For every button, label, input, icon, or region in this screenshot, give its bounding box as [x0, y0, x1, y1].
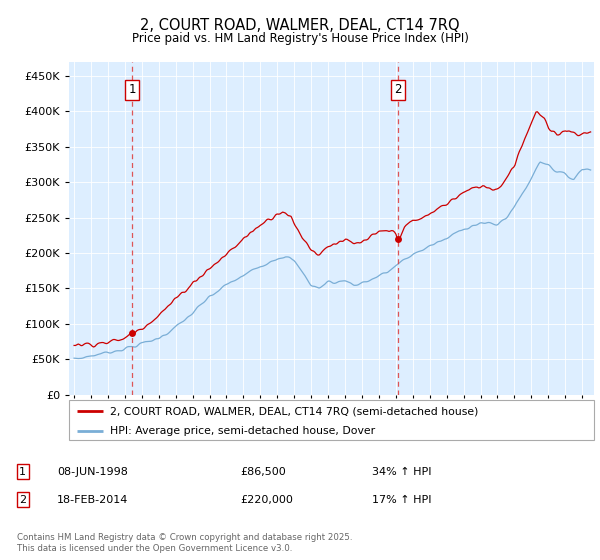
Text: £86,500: £86,500 [240, 466, 286, 477]
Text: 1: 1 [19, 466, 26, 477]
Text: 1: 1 [128, 83, 136, 96]
Text: 2: 2 [19, 494, 26, 505]
Text: £220,000: £220,000 [240, 494, 293, 505]
Text: 18-FEB-2014: 18-FEB-2014 [57, 494, 128, 505]
Text: 17% ↑ HPI: 17% ↑ HPI [372, 494, 431, 505]
Text: 2, COURT ROAD, WALMER, DEAL, CT14 7RQ (semi-detached house): 2, COURT ROAD, WALMER, DEAL, CT14 7RQ (s… [110, 407, 478, 417]
Text: Contains HM Land Registry data © Crown copyright and database right 2025.
This d: Contains HM Land Registry data © Crown c… [17, 533, 352, 553]
FancyBboxPatch shape [69, 400, 594, 440]
Text: 34% ↑ HPI: 34% ↑ HPI [372, 466, 431, 477]
Text: HPI: Average price, semi-detached house, Dover: HPI: Average price, semi-detached house,… [110, 426, 375, 436]
Text: 2: 2 [394, 83, 401, 96]
Text: 08-JUN-1998: 08-JUN-1998 [57, 466, 128, 477]
Text: Price paid vs. HM Land Registry's House Price Index (HPI): Price paid vs. HM Land Registry's House … [131, 32, 469, 45]
Text: 2, COURT ROAD, WALMER, DEAL, CT14 7RQ: 2, COURT ROAD, WALMER, DEAL, CT14 7RQ [140, 18, 460, 33]
